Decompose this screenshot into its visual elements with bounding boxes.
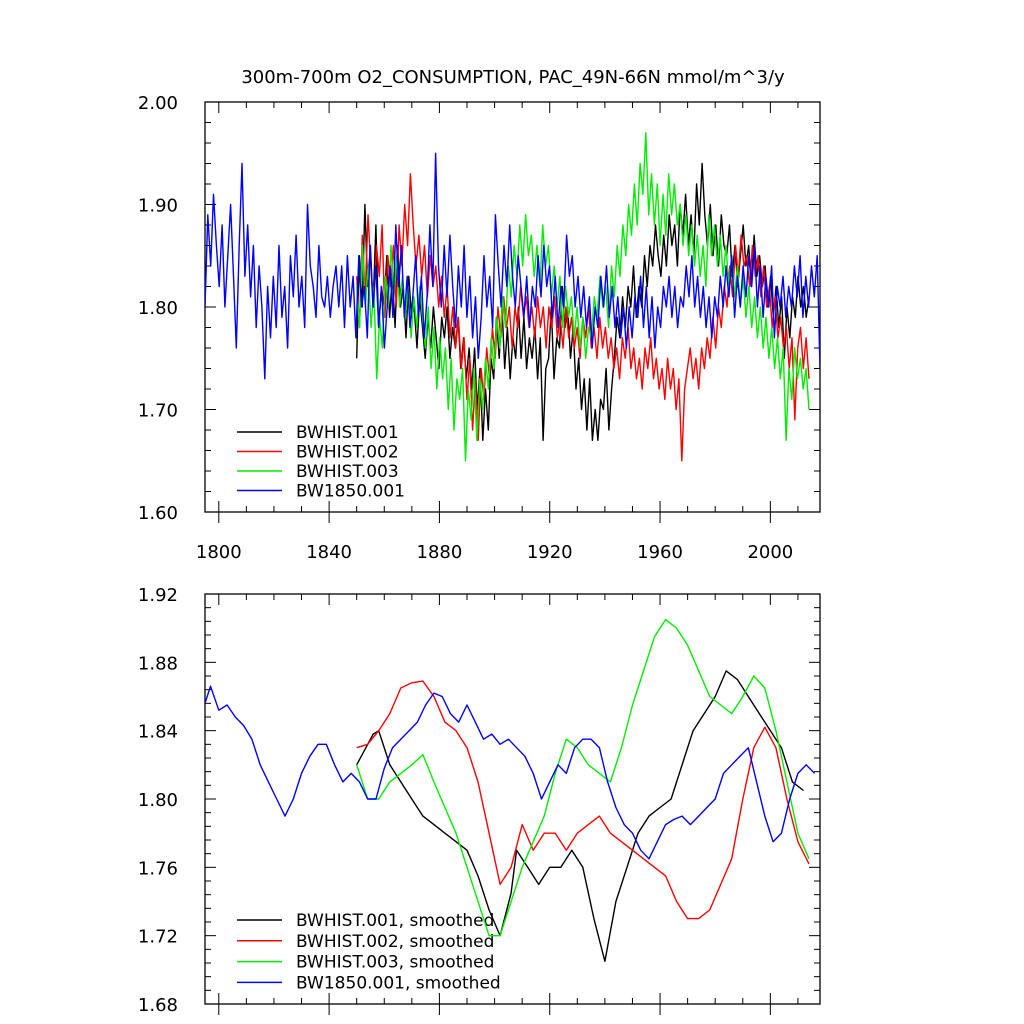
chart-title: 300m-700m O2_CONSUMPTION, PAC_49N-66N mm… (241, 67, 785, 88)
bottom-legend-label-4: BW1850.001, smoothed (296, 973, 501, 993)
top-series-line-1 (356, 162, 810, 441)
top-legend-label-1: BWHIST.001 (296, 423, 399, 443)
top-ytick-label: 1.90 (138, 196, 178, 217)
bottom-series-line-3 (356, 618, 810, 937)
bottom-ytick-label: 1.68 (138, 995, 178, 1016)
bottom-series-line-4 (205, 685, 816, 860)
top-xtick-label: 2000 (747, 542, 793, 563)
bottom-series-line-2 (356, 680, 810, 920)
bottom-ytick-label: 1.76 (138, 858, 178, 879)
bottom-legend-label-2: BWHIST.002, smoothed (296, 932, 494, 952)
top-xtick-label: 1960 (637, 542, 683, 563)
bottom-ytick-label: 1.72 (138, 927, 178, 948)
bottom-ytick-label: 1.80 (138, 790, 178, 811)
bottom-ytick-label: 1.88 (138, 653, 178, 674)
top-ytick-label: 1.60 (138, 503, 178, 524)
bottom-legend-label-3: BWHIST.003, smoothed (296, 953, 494, 973)
bottom-series-line-1 (356, 670, 804, 962)
top-legend-label-3: BWHIST.003 (296, 462, 399, 482)
bottom-legend-label-1: BWHIST.001, smoothed (296, 911, 494, 931)
top-series-line-4 (205, 152, 820, 380)
top-ytick-label: 1.80 (138, 298, 178, 319)
top-xtick-label: 1880 (417, 542, 463, 563)
bottom-ytick-label: 1.84 (138, 722, 178, 743)
top-panel: 2.00 1.90 1.80 1.70 1.60 1800 1840 1880 1920 1960… (138, 93, 821, 563)
bottom-ytick-label: 1.92 (138, 585, 178, 606)
top-xtick-label: 1800 (196, 542, 242, 563)
top-xtick-label: 1840 (306, 542, 352, 563)
top-legend-label-2: BWHIST.002 (296, 443, 399, 463)
top-ytick-label: 1.70 (138, 401, 178, 422)
top-legend-label-4: BW1850.001 (296, 482, 405, 502)
top-ytick-label: 2.00 (138, 93, 178, 114)
top-xtick-label: 1920 (527, 542, 573, 563)
bottom-panel: 1.92 1.88 1.84 1.80 1.76 1.72 1.68 BWHIST.001, … (138, 585, 821, 1016)
